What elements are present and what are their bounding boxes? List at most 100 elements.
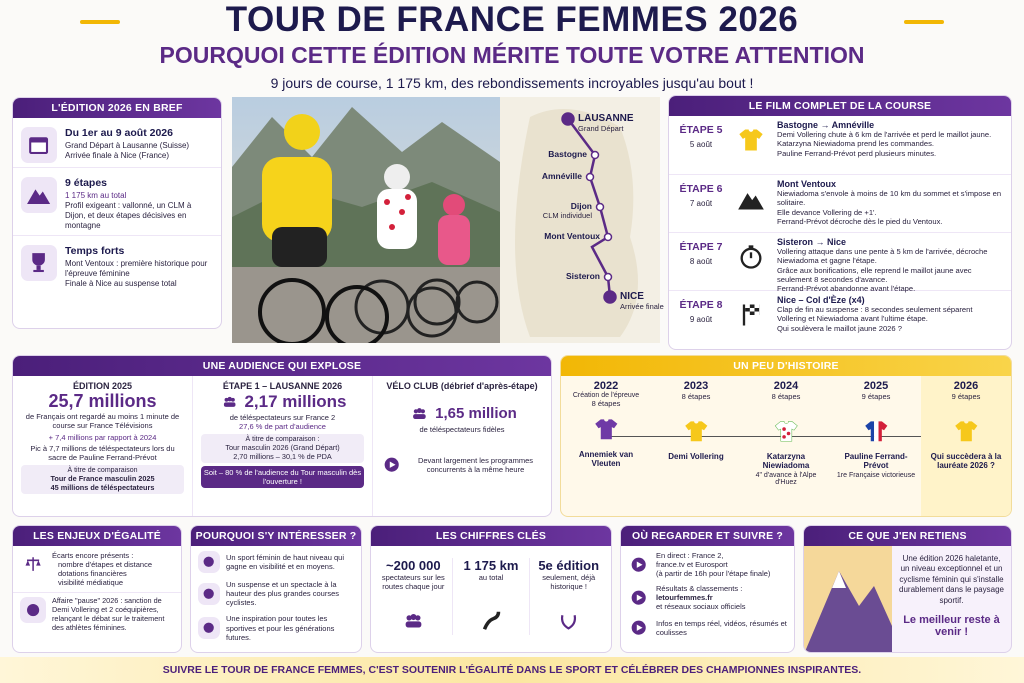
icon [20,597,46,623]
icon [628,587,650,609]
why-panel: POURQUOI S'Y INTÉRESSER ? Un sport fémin… [190,525,362,653]
stage-line: Ferrand-Prévot abandonne avant l'étape. [777,284,916,293]
icon [398,605,428,635]
stage-number: ÉTAPE 5 [679,124,723,136]
map-route [515,109,638,337]
why-text: Une inspiration pour toutes les sportive… [226,614,335,642]
icon [628,617,650,639]
why-item: Une inspiration pour toutes les sportive… [191,609,361,643]
decoration [36,266,42,271]
decoration [631,620,647,636]
icon [857,412,895,450]
history-panel: UN PEU D'HISTOIRE 2022 Création de l'épre… [560,355,1012,517]
decoration [684,421,708,441]
decoration [631,590,647,605]
stop-name: NICE [620,291,644,302]
stage-date: 7 août [689,199,713,208]
decoration [33,270,45,273]
year-detail: 4" d'avance à l'Alpe d'Huez [755,472,817,486]
icon [21,127,57,163]
share: 27,6 % de part d'audience [239,422,326,431]
big-row: 1,65 million [381,401,543,425]
decoration [230,398,235,402]
panel-title: CE QUE J'EN RETIENS [804,526,1011,546]
decoration [389,224,395,230]
year: 2023 [683,380,709,392]
big-number: 1,65 million [435,404,517,422]
compare-line: 2,70 millions – 30,1 % de PDA [233,452,332,461]
big-number: 2,17 millions [244,392,347,411]
brief-heading: Du 1er au 9 août 2026 [65,127,173,139]
decoration [258,278,326,343]
stage-line: Qui soulèvera le maillot jaune 2026 ? [777,323,902,333]
brief-line: Finale à Nice au suspense total [65,279,177,288]
watch-line: (à partir de 16h pour l'étape finale) [656,569,771,578]
brief-line: Arrivée finale à Nice (France) [65,151,170,160]
figure: 1 175 km au total [451,558,530,635]
stop-name: Dijon [570,201,592,211]
stage-line: Grâce aux bonifications, elle reprend le… [777,265,972,284]
takeaway-text: Une édition 2026 haletante, un niveau ex… [892,546,1011,652]
decoration [594,419,618,439]
deco-dash [904,20,944,24]
watch-line: En direct : France 2, [656,551,724,560]
decoration [873,421,879,441]
decoration [832,571,846,588]
icon [731,120,771,160]
year-stages: 8 étapes [771,392,801,401]
icon [198,617,220,640]
stop-name: Mont Ventoux [544,231,600,241]
panel-title: LES ENJEUX D'ÉGALITÉ [13,526,181,546]
note-text: Affaire "pause" 2026 : sanction de Demi … [52,596,165,632]
decoration [405,613,422,627]
decoration [443,194,465,216]
decoration [637,624,643,632]
rider-yellow [258,114,389,343]
icon [198,551,220,573]
decoration [406,286,458,338]
watch-line: et réseaux sociaux officiels [656,602,746,611]
map-stop [603,232,613,242]
brief-panel: L'ÉDITION 2026 EN BREF Du 1er au 9 août … [12,97,222,329]
stage-id: ÉTAPE 5 5 août [677,120,725,149]
icon [731,237,771,277]
decoration [954,421,978,441]
year: 2024 [773,380,799,392]
stop-note: CLM individuel [542,211,592,220]
gap-intro: Écarts encore présents : [52,551,134,560]
decoration [594,419,618,439]
panel-title: UN PEU D'HISTOIRE [561,356,1011,376]
compare-line: 45 millions de téléspectateurs [50,483,155,492]
decoration [420,408,425,413]
col-text: de téléspectateurs sur France 2 [229,413,336,422]
decoration [561,614,577,630]
watch-item: Résultats & classements : letourfemmes.fr… [621,579,794,612]
stage-line: Katarzyna Niewiadoma prend les commandes… [777,139,935,149]
stop-note: Arrivée finale [620,302,664,311]
decoration [749,308,755,312]
decoration [399,209,405,215]
decoration [384,164,410,190]
gap-bullet: visibilité médiatique [58,578,124,587]
takeaway-panel: CE QUE J'EN RETIENS Une édition 2026 hal… [803,525,1012,653]
stop-name: Sisteron [565,271,600,281]
compare-box: À titre de comparaison : Tour masculin 20… [201,434,364,463]
stop-label: LAUSANNE Grand Départ [578,113,658,133]
icon [20,551,46,577]
decoration [32,253,46,273]
stage-row: ÉTAPE 5 5 août Bastogne → Amnéville Demi Vo… [669,116,1011,174]
figure-big: 5e édition [538,558,600,573]
decoration [224,398,229,402]
stop-label: Dijon CLM individuel [528,201,592,220]
decoration [786,431,790,435]
stage-number: ÉTAPE 7 [679,241,723,253]
brief-line: Grand Départ à Lausanne (Suisse) [65,141,190,150]
decoration [774,420,798,442]
stage-heading: Nice – Col d'Èze (x4) [777,295,865,305]
stop-note: Grand Départ [578,124,624,133]
decoration [561,614,577,630]
year-detail: 1re Française victorieuse [836,472,916,479]
decoration [405,620,422,627]
subtitle: POURQUOI CETTE ÉDITION MÉRITE TOUTE VOTR… [159,42,865,68]
